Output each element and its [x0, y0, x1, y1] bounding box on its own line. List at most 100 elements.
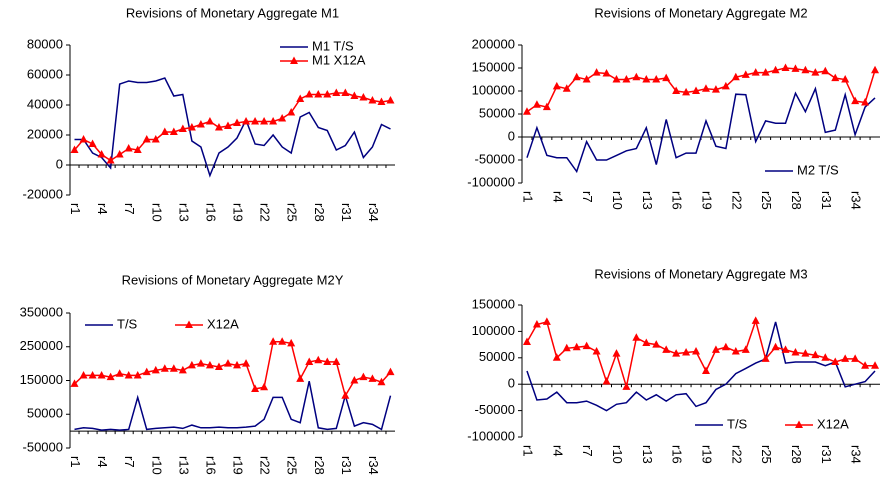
point-marker [133, 370, 142, 379]
point-marker [731, 346, 740, 355]
point-marker [622, 382, 631, 390]
point-marker [314, 355, 323, 364]
point-marker [133, 145, 142, 153]
point-marker [260, 382, 269, 391]
point-marker [296, 94, 305, 102]
y-tick-label: -50000 [23, 439, 63, 454]
point-marker [682, 87, 691, 96]
y-tick-label: 100000 [472, 323, 515, 338]
chart-panel: Revisions of Monetary Aggregate M2Y -5000… [20, 272, 395, 475]
point-marker [821, 353, 830, 361]
y-tick-label: 150000 [20, 372, 63, 387]
y-tick-label: 0 [508, 376, 515, 391]
point-marker [612, 349, 621, 357]
point-marker [572, 72, 581, 81]
point-marker [332, 357, 341, 365]
point-marker [251, 117, 260, 125]
point-marker [592, 346, 601, 355]
point-marker [341, 88, 350, 96]
y-tick-label: 20000 [27, 126, 63, 141]
x-tick-label: r31 [819, 445, 834, 464]
legend-label: T/S [727, 416, 748, 431]
x-tick-label: r28 [312, 456, 327, 475]
point-marker [296, 374, 305, 382]
point-marker [205, 360, 214, 369]
point-marker [377, 97, 386, 105]
x-tick-label: r25 [285, 203, 300, 222]
chart-panel: Revisions of Monetary Aggregate M2 -10000… [467, 5, 880, 210]
point-marker [368, 374, 377, 382]
point-marker [251, 384, 260, 392]
point-marker [124, 144, 133, 152]
y-tick-label: 80000 [27, 36, 63, 51]
point-marker [791, 64, 800, 72]
point-marker [196, 359, 205, 367]
x-tick-label: r16 [670, 191, 685, 210]
point-marker [751, 68, 760, 76]
x-tick-label: r19 [700, 191, 715, 210]
legend-marker [795, 420, 803, 428]
point-marker [562, 343, 571, 352]
point-marker [821, 66, 830, 75]
x-tick-label: r16 [670, 445, 685, 464]
point-marker [323, 357, 332, 365]
point-marker [642, 338, 651, 347]
point-marker [731, 72, 740, 81]
series-line [73, 340, 392, 398]
point-marker [187, 123, 196, 131]
point-marker [761, 68, 770, 76]
x-tick-label: r7 [580, 445, 595, 457]
legend-marker [290, 56, 298, 64]
y-tick-label: 150000 [472, 296, 515, 311]
point-marker [178, 365, 187, 374]
legend-label: T/S [117, 316, 138, 331]
point-marker [205, 117, 214, 125]
point-marker [97, 370, 106, 379]
x-tick-label: r22 [258, 203, 273, 222]
point-marker [851, 96, 860, 105]
point-marker [572, 342, 581, 351]
point-marker [269, 337, 278, 345]
x-tick-label: r1 [521, 445, 536, 457]
x-tick-label: r16 [203, 203, 218, 222]
point-marker [350, 91, 359, 99]
point-marker [771, 342, 780, 351]
point-marker [242, 359, 251, 367]
x-tick-label: r31 [819, 191, 834, 210]
chart-title: Revisions of Monetary Aggregate M1 [126, 5, 339, 20]
point-marker [278, 337, 287, 345]
x-tick-label: r19 [231, 203, 246, 222]
y-tick-label: 0 [56, 156, 63, 171]
x-tick-label: r1 [521, 191, 536, 203]
point-marker [801, 65, 810, 74]
point-marker [287, 108, 296, 116]
x-tick-label: r19 [231, 456, 246, 475]
point-marker [632, 72, 641, 81]
x-tick-label: r7 [122, 456, 137, 468]
point-marker [142, 367, 151, 376]
point-marker [861, 361, 870, 369]
x-tick-label: r22 [258, 456, 273, 475]
point-marker [642, 75, 651, 83]
x-tick-label: r10 [610, 445, 625, 464]
x-tick-label: r4 [550, 191, 565, 203]
point-marker [542, 317, 551, 325]
point-marker [781, 345, 790, 353]
point-marker [841, 75, 850, 83]
point-marker [701, 366, 710, 374]
point-marker [622, 75, 631, 83]
point-marker [652, 340, 661, 348]
point-marker [151, 365, 160, 374]
x-tick-label: r1 [68, 456, 83, 468]
x-tick-label: r25 [285, 456, 300, 475]
point-marker [314, 90, 323, 98]
x-tick-label: r34 [849, 445, 864, 464]
point-marker [811, 350, 820, 359]
point-marker [359, 93, 368, 101]
point-marker [861, 98, 870, 106]
point-marker [151, 135, 160, 143]
chart-title: Revisions of Monetary Aggregate M2 [594, 5, 807, 20]
point-marker [801, 349, 810, 357]
point-marker [662, 345, 671, 353]
point-marker [97, 150, 106, 158]
